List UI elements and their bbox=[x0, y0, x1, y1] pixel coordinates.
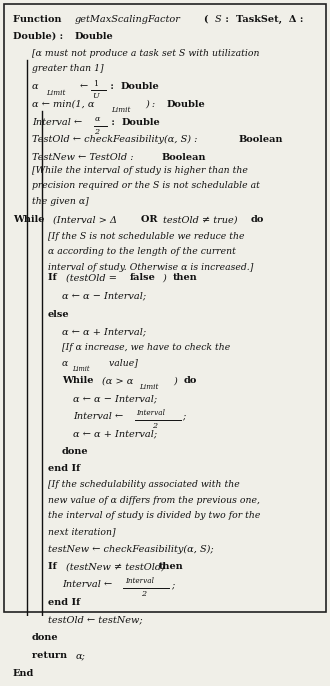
Text: Double: Double bbox=[122, 118, 161, 127]
Text: Function: Function bbox=[13, 14, 65, 23]
Text: else: else bbox=[48, 309, 70, 318]
Text: getMaxScalingFactor: getMaxScalingFactor bbox=[75, 14, 181, 23]
Text: Interval: Interval bbox=[125, 578, 154, 585]
Text: Limit: Limit bbox=[46, 88, 65, 97]
Text: Interval ←: Interval ← bbox=[32, 118, 85, 127]
Text: S: S bbox=[214, 14, 221, 23]
Text: If: If bbox=[48, 563, 60, 571]
Text: (Interval > Δ: (Interval > Δ bbox=[53, 215, 123, 224]
Text: Interval ←: Interval ← bbox=[73, 412, 126, 421]
Text: While: While bbox=[62, 377, 97, 386]
Text: TaskSet,  Δ :: TaskSet, Δ : bbox=[236, 14, 303, 23]
Text: false: false bbox=[130, 274, 156, 283]
Text: ←: ← bbox=[80, 82, 91, 91]
Text: α: α bbox=[95, 115, 100, 123]
Text: α ← α − Interval;: α ← α − Interval; bbox=[62, 292, 146, 300]
Text: While: While bbox=[13, 215, 48, 224]
Text: ;: ; bbox=[182, 412, 185, 421]
Text: α: α bbox=[32, 82, 39, 91]
Text: α: α bbox=[62, 359, 68, 368]
Text: ): ) bbox=[173, 377, 180, 386]
Text: Limit: Limit bbox=[139, 383, 158, 390]
Text: do: do bbox=[183, 377, 197, 386]
Text: 2: 2 bbox=[141, 590, 146, 598]
Text: TestNew ← TestOld :: TestNew ← TestOld : bbox=[32, 153, 137, 162]
Text: α;: α; bbox=[76, 651, 86, 660]
Text: testNew ← checkFeasibility(α, S);: testNew ← checkFeasibility(α, S); bbox=[48, 545, 214, 554]
Text: 1: 1 bbox=[93, 80, 98, 88]
Text: :: : bbox=[108, 118, 118, 127]
Text: ) :: ) : bbox=[145, 100, 158, 109]
Text: If: If bbox=[48, 274, 60, 283]
Text: Interval: Interval bbox=[136, 409, 165, 417]
Text: Interval ←: Interval ← bbox=[62, 580, 115, 589]
Text: End: End bbox=[13, 669, 34, 678]
Text: [While the interval of study is higher than the: [While the interval of study is higher t… bbox=[32, 165, 248, 174]
Text: [If the S is not schedulable we reduce the: [If the S is not schedulable we reduce t… bbox=[48, 231, 245, 241]
Text: Limit: Limit bbox=[73, 365, 90, 373]
Text: testOld ≠ true): testOld ≠ true) bbox=[163, 215, 241, 224]
Text: TestOld ← checkFeasibility(α, S) :: TestOld ← checkFeasibility(α, S) : bbox=[32, 135, 201, 144]
Text: α ← min(1, α: α ← min(1, α bbox=[32, 100, 94, 109]
Text: [α must not produce a task set S with utilization: [α must not produce a task set S with ut… bbox=[32, 49, 259, 58]
Text: Double) :: Double) : bbox=[13, 32, 67, 41]
Text: the given α]: the given α] bbox=[32, 197, 89, 206]
Text: α ← α + Interval;: α ← α + Interval; bbox=[62, 327, 146, 336]
Text: ): ) bbox=[162, 274, 169, 283]
Text: :: : bbox=[222, 14, 232, 23]
Text: value]: value] bbox=[106, 359, 137, 368]
Text: (: ( bbox=[205, 14, 213, 23]
Text: return: return bbox=[32, 651, 71, 660]
Text: Boolean: Boolean bbox=[239, 135, 283, 144]
Text: α ← α − Interval;: α ← α − Interval; bbox=[73, 394, 157, 403]
Text: (testOld =: (testOld = bbox=[66, 274, 120, 283]
Text: ;: ; bbox=[171, 580, 174, 589]
Text: new value of α differs from the previous one,: new value of α differs from the previous… bbox=[48, 495, 260, 504]
Text: then: then bbox=[159, 563, 184, 571]
Text: end If: end If bbox=[48, 464, 80, 473]
Text: greater than 1]: greater than 1] bbox=[32, 64, 104, 73]
Text: Double: Double bbox=[75, 32, 114, 41]
Text: next iteration]: next iteration] bbox=[48, 527, 115, 536]
Text: do: do bbox=[251, 215, 264, 224]
Text: 2: 2 bbox=[94, 128, 99, 136]
Text: done: done bbox=[62, 447, 89, 456]
Text: U: U bbox=[92, 92, 99, 100]
Text: end If: end If bbox=[48, 598, 80, 607]
Text: Boolean: Boolean bbox=[162, 153, 207, 162]
Text: :: : bbox=[107, 82, 117, 91]
Text: [If α increase, we have to check the: [If α increase, we have to check the bbox=[62, 343, 230, 352]
Text: testOld ← testNew;: testOld ← testNew; bbox=[48, 615, 143, 624]
Text: [If the schedulability associated with the: [If the schedulability associated with t… bbox=[48, 480, 240, 489]
Text: α according to the length of the current: α according to the length of the current bbox=[48, 247, 236, 256]
Text: done: done bbox=[32, 633, 59, 642]
Text: then: then bbox=[173, 274, 197, 283]
Text: OR: OR bbox=[141, 215, 161, 224]
Text: the interval of study is divided by two for the: the interval of study is divided by two … bbox=[48, 511, 260, 520]
Text: interval of study. Otherwise α is increased.]: interval of study. Otherwise α is increa… bbox=[48, 263, 253, 272]
Text: Double: Double bbox=[121, 82, 160, 91]
Text: (α > α: (α > α bbox=[102, 377, 133, 386]
Text: precision required or the S is not schedulable at: precision required or the S is not sched… bbox=[32, 181, 260, 190]
Text: 2: 2 bbox=[152, 422, 157, 429]
Text: α ← α + Interval;: α ← α + Interval; bbox=[73, 429, 157, 438]
Text: Limit: Limit bbox=[111, 106, 130, 115]
Text: (testNew ≠ testOld): (testNew ≠ testOld) bbox=[66, 563, 168, 571]
Text: Double: Double bbox=[167, 100, 206, 109]
